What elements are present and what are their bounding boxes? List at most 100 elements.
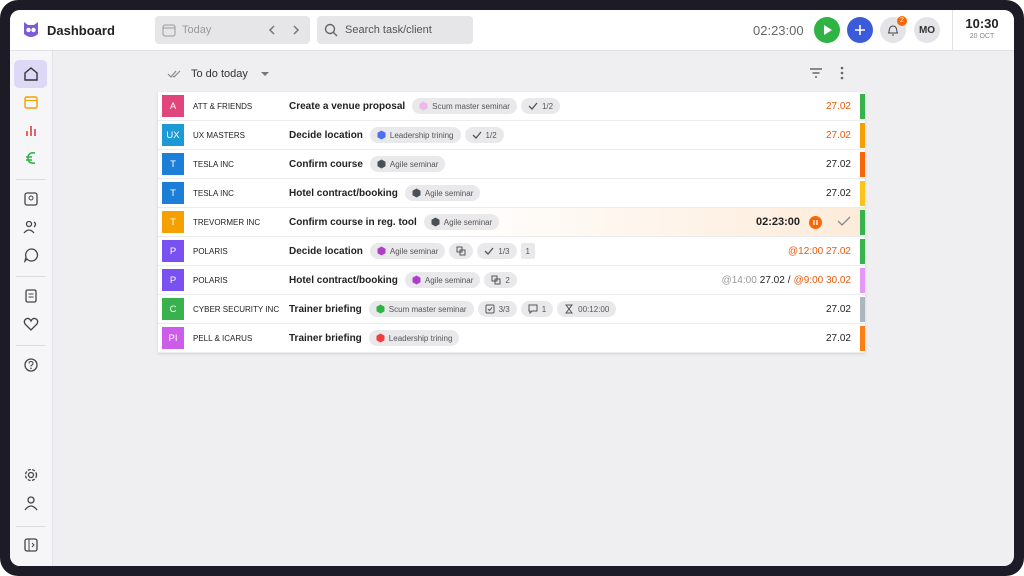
due-date: 27.02 [826,159,851,170]
due-part: @12:00 27.02 [788,245,851,257]
nav-reports[interactable] [23,122,39,138]
nav-collapse[interactable] [23,537,39,553]
date-picker[interactable]: Today [155,16,310,44]
tag-icon [377,246,386,256]
client-name: POLARIS [193,275,228,285]
date-arrows[interactable] [264,23,304,37]
task-row[interactable]: P POLARIS Hotel contract/booking Agile semi… [158,266,865,295]
nav-profile[interactable] [23,495,39,511]
status-stripe [860,152,865,177]
task-row[interactable]: P POLARIS Decide location Agile seminar 1/3 1… [158,237,865,266]
separator [16,526,46,527]
client-badge: T [162,153,184,175]
chip-text: 1/2 [541,101,554,111]
client-name: PELL & ICARUS [193,333,253,343]
nav-people[interactable] [23,219,39,235]
task-row[interactable]: PI PELL & ICARUS Trainer briefing Leadershi… [158,324,865,353]
chip-icon [485,304,495,314]
task-row[interactable]: T TESLA INC Confirm course Agile seminar 27.… [158,150,865,179]
due-part: 27.02 [825,158,851,170]
nav-tasks[interactable] [23,288,39,304]
info-chip[interactable] [449,243,474,259]
due-date: 02:23:00 [756,215,851,230]
chip-icon [528,304,538,314]
task-list: A ATT & FRIENDS Create a venue proposal Scu… [158,92,865,353]
nav-home[interactable] [23,66,39,82]
task-row[interactable]: UX UX MASTERS Decide location Leadership tr… [158,121,865,150]
tag-icon [431,217,440,227]
status-stripe [860,123,865,148]
tag-icon [419,101,428,111]
task-row[interactable]: T TREVORMER INC Confirm course in reg. too… [158,208,865,237]
due-part: 27.02 [825,332,851,344]
logo [24,22,38,37]
client-badge: A [162,95,184,117]
due-date: 27.02 [826,101,851,112]
task-title: Confirm course [289,158,363,170]
client-name: ATT & FRIENDS [193,101,253,111]
more-button[interactable] [838,66,846,80]
search-placeholder: Search task/client [345,24,432,36]
search-box[interactable]: Search task/client [317,16,473,44]
play-button[interactable] [814,17,840,43]
tag-label: Agile seminar [389,159,439,169]
tag-chip[interactable]: Leadership trining [369,127,461,143]
chip-text: 2 [505,275,510,285]
task-row[interactable]: T TESLA INC Hotel contract/booking Agile se… [158,179,865,208]
chip-icon [456,246,466,256]
due-part: 27.02 [825,187,851,199]
list-title[interactable]: To do today [191,68,248,80]
client-name: TREVORMER INC [193,217,261,227]
filter-button[interactable] [809,66,823,80]
tag-chip[interactable]: Agile seminar [404,272,481,288]
double-check-icon [167,70,181,78]
info-chip[interactable]: 00:12:00 [557,301,617,317]
status-stripe [860,239,865,264]
nav-settings[interactable] [23,467,39,483]
nav-help[interactable] [23,357,39,373]
info-chip[interactable]: 1/2 [464,127,504,143]
pause-button[interactable] [809,215,822,229]
tag-chip[interactable]: Agile seminar [369,156,446,172]
nav-health[interactable] [23,316,39,332]
tag-chip[interactable]: Leadership trining [368,330,460,346]
task-timer: 02:23:00 [755,216,800,228]
avatar[interactable]: MO [914,17,940,43]
sidebar [10,51,53,566]
status-stripe [860,297,865,322]
task-row[interactable]: C CYBER SECURITY INC Trainer briefing Scum … [158,295,865,324]
due-part: @14:00 [721,274,757,286]
tag-chip[interactable]: Agile seminar [369,243,446,259]
client-badge: PI [162,327,184,349]
tag-icon [412,188,421,198]
dropdown-arrow[interactable] [260,70,270,78]
tag-chip[interactable]: Agile seminar [404,185,481,201]
tag-chip[interactable]: Agile seminar [423,214,500,230]
status-stripe [860,94,865,119]
tag-chip[interactable]: Scum master seminar [412,98,517,114]
info-chip[interactable]: 1/2 [520,98,561,114]
info-chip[interactable]: 2 [484,272,517,288]
client-name: UX MASTERS [193,130,246,140]
tag-chip[interactable]: Scum master seminar [368,301,474,317]
tag-icon [376,304,385,314]
client-name: CYBER SECURITY INC [193,304,280,314]
info-chip[interactable]: 3/3 [477,301,517,317]
separator [16,179,46,180]
info-chip[interactable]: 1 [520,301,554,317]
add-button[interactable] [847,17,873,43]
task-title: Trainer briefing [289,332,362,344]
nav-chat[interactable] [23,247,39,263]
divider [952,10,953,50]
info-chip[interactable]: 1 [520,243,535,259]
client-badge: T [162,182,184,204]
task-row[interactable]: A ATT & FRIENDS Create a venue proposal Scu… [158,92,865,121]
tag-icon [377,130,386,140]
complete-button[interactable] [825,215,851,230]
nav-contacts[interactable] [23,191,39,207]
chip-icon [491,275,501,285]
info-chip[interactable]: 1/3 [477,243,517,259]
nav-finance[interactable] [23,150,39,166]
chip-icon [528,102,538,110]
nav-calendar[interactable] [23,94,39,110]
